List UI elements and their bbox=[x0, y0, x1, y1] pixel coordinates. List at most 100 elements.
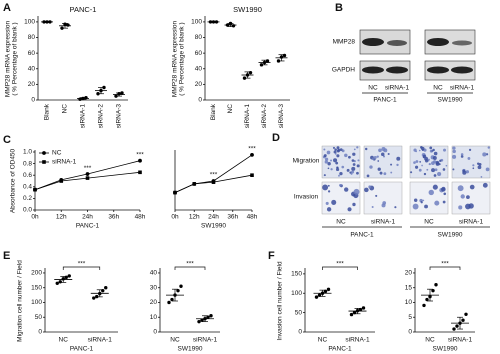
cell bbox=[415, 160, 419, 163]
cell bbox=[390, 171, 393, 174]
cell bbox=[428, 189, 434, 196]
marker bbox=[211, 180, 216, 184]
cell bbox=[364, 147, 368, 151]
y-tick-label: 0 bbox=[153, 329, 157, 336]
cell bbox=[351, 159, 355, 162]
data-point bbox=[167, 300, 171, 305]
error-bar bbox=[62, 23, 68, 29]
cell bbox=[371, 205, 374, 209]
cell bbox=[420, 201, 423, 204]
cell bbox=[419, 161, 422, 163]
cell bbox=[325, 201, 329, 205]
error-bar bbox=[319, 289, 326, 297]
cell bbox=[344, 153, 348, 158]
error-bar bbox=[227, 23, 234, 27]
cell bbox=[352, 152, 356, 156]
y-tick-label: 10 bbox=[405, 299, 413, 306]
cell bbox=[424, 204, 428, 209]
cell bbox=[432, 148, 435, 152]
cell bbox=[485, 167, 490, 172]
cell bbox=[323, 148, 326, 151]
x-tick-label: NC bbox=[425, 337, 435, 344]
cell bbox=[330, 168, 333, 171]
cell bbox=[348, 155, 351, 159]
data-point bbox=[231, 24, 236, 28]
cell bbox=[415, 150, 418, 153]
x-tick-label: siRNA-2 bbox=[261, 104, 268, 129]
x-tick-label: NC bbox=[170, 337, 180, 344]
marker bbox=[33, 187, 37, 192]
data-point bbox=[326, 287, 331, 292]
cell bbox=[423, 172, 427, 176]
blot-row-label: MMP28 bbox=[333, 39, 356, 46]
marker bbox=[250, 153, 254, 157]
cell bbox=[429, 146, 433, 150]
cell bbox=[427, 158, 430, 161]
y-tick-label: 100 bbox=[31, 299, 42, 306]
y-tick-label: 10 bbox=[150, 314, 158, 321]
marker bbox=[85, 172, 90, 176]
cell bbox=[480, 176, 483, 178]
data-point bbox=[55, 281, 59, 285]
data-point bbox=[200, 318, 204, 322]
data-point bbox=[461, 318, 465, 322]
cell bbox=[368, 185, 372, 189]
cell bbox=[327, 184, 330, 187]
y-tick-label: 40 bbox=[195, 65, 203, 72]
cell bbox=[396, 163, 399, 167]
cell bbox=[323, 154, 327, 158]
cell bbox=[351, 170, 355, 174]
x-tick-label: siRNA-3 bbox=[278, 104, 285, 129]
blot-lane-label: siRNA-1 bbox=[385, 85, 410, 92]
significance-label: *** bbox=[210, 172, 218, 179]
cell bbox=[351, 166, 356, 171]
cell bbox=[353, 188, 360, 195]
error-bar bbox=[278, 54, 285, 62]
cell bbox=[476, 162, 480, 165]
significance-label: *** bbox=[136, 151, 144, 158]
y-tick-label: 5 bbox=[408, 314, 412, 321]
error-bar bbox=[457, 316, 463, 330]
data-point bbox=[66, 23, 70, 27]
data-point bbox=[197, 319, 201, 324]
cell bbox=[457, 185, 464, 192]
cell bbox=[339, 183, 342, 187]
cell bbox=[341, 165, 345, 169]
y-tick-label: 0.4 bbox=[23, 184, 32, 191]
cell bbox=[424, 156, 428, 161]
band bbox=[452, 40, 472, 46]
cell bbox=[462, 169, 466, 173]
cell bbox=[482, 152, 487, 157]
cell bbox=[452, 149, 456, 154]
data-point bbox=[282, 53, 287, 58]
marker bbox=[59, 179, 64, 183]
panel-letter: A bbox=[3, 2, 11, 14]
y-tick-label: 60 bbox=[195, 50, 203, 57]
y-tick-label: 0 bbox=[408, 329, 412, 336]
data-point bbox=[434, 283, 438, 287]
y-tick-label: 50 bbox=[295, 309, 303, 316]
cell bbox=[331, 199, 337, 205]
y-tick-label: 0.0 bbox=[23, 207, 32, 214]
cell bbox=[326, 150, 331, 155]
cell bbox=[334, 148, 337, 151]
y-tick-label: 0.6 bbox=[23, 172, 32, 179]
cell bbox=[375, 194, 378, 197]
cell bbox=[465, 170, 470, 174]
cell bbox=[426, 168, 429, 171]
cell bbox=[336, 146, 340, 150]
y-axis-label: MMP28 mRNA expression bbox=[172, 21, 179, 98]
y-tick-label: 50 bbox=[35, 314, 43, 321]
y-tick-label: 0.2 bbox=[23, 195, 32, 202]
y-tick-label: 60 bbox=[28, 50, 36, 57]
error-bar bbox=[80, 97, 86, 100]
x-tick-label: siRNA-1 bbox=[80, 104, 87, 129]
y-axis-label: ( % Percentage of blank ) bbox=[12, 22, 19, 95]
x-tick-label: siRNA-1 bbox=[193, 337, 218, 344]
cell bbox=[418, 149, 421, 152]
cell bbox=[353, 148, 356, 151]
y-axis-label: ( % Percentage of blank ) bbox=[179, 22, 186, 95]
blot-frame bbox=[359, 60, 411, 81]
y-tick-label: 0 bbox=[31, 97, 35, 104]
marker bbox=[138, 170, 142, 175]
